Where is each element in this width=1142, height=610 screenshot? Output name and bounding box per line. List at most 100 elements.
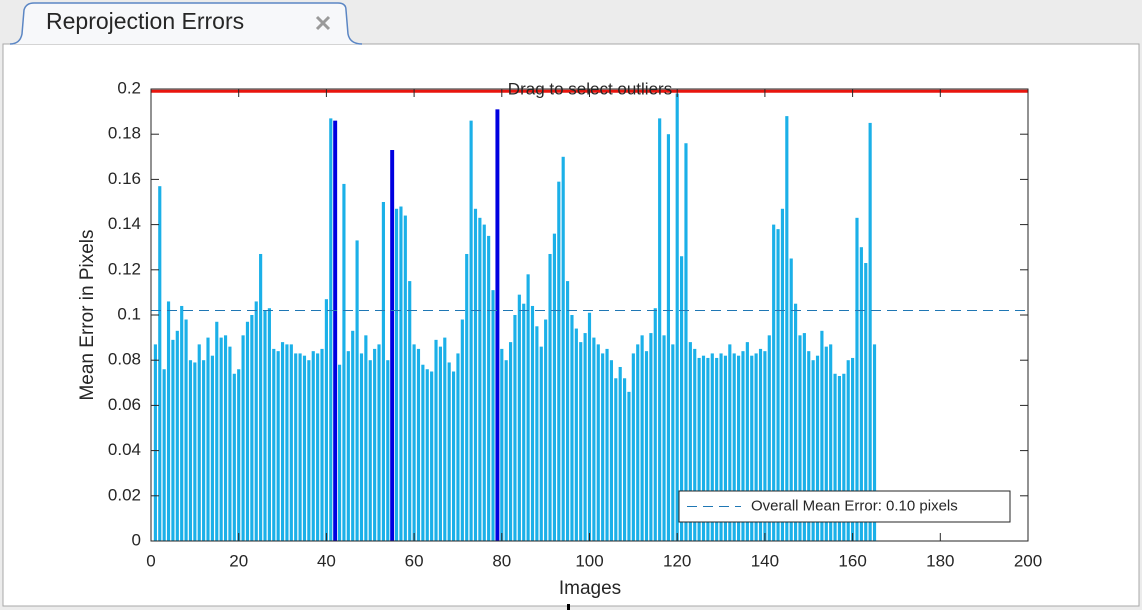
bar <box>872 344 877 541</box>
bar <box>609 360 614 541</box>
bar <box>671 344 675 541</box>
close-icon[interactable] <box>315 15 331 31</box>
bar <box>202 360 206 541</box>
bar <box>478 217 482 541</box>
bar <box>662 335 666 541</box>
bar <box>487 235 491 541</box>
bar <box>430 371 434 541</box>
bar <box>710 353 714 541</box>
bar <box>460 319 464 541</box>
bar <box>530 305 535 541</box>
bar <box>614 378 618 541</box>
bar <box>723 355 728 541</box>
bar <box>653 308 657 541</box>
bar <box>289 344 293 541</box>
bar <box>772 224 776 541</box>
bar <box>688 342 692 541</box>
bar <box>601 353 605 541</box>
bar <box>184 319 188 541</box>
bar <box>675 93 679 542</box>
y-tick-label: 0.06 <box>108 395 141 414</box>
bar <box>359 353 364 541</box>
bar <box>513 315 517 541</box>
bar <box>820 330 824 541</box>
bar <box>228 346 232 541</box>
bar <box>329 118 333 541</box>
tab[interactable] <box>9 2 363 45</box>
y-tick-label: 0.12 <box>108 259 141 278</box>
bar <box>364 335 368 541</box>
bar <box>565 281 570 541</box>
bar <box>193 362 197 541</box>
bar <box>587 312 592 541</box>
bar <box>785 116 789 542</box>
bar <box>780 208 785 541</box>
bar <box>276 351 280 541</box>
bar <box>180 305 184 541</box>
bar <box>842 373 846 541</box>
annotation: Drag to select outliers <box>508 79 672 98</box>
bar <box>732 353 736 541</box>
bar <box>680 256 684 541</box>
bar <box>548 253 552 542</box>
bar <box>627 391 631 541</box>
bar <box>451 371 456 541</box>
bar <box>215 321 219 541</box>
bar <box>416 348 421 541</box>
bar <box>241 335 245 541</box>
bar <box>649 333 653 541</box>
bar <box>171 339 175 541</box>
bar <box>574 328 578 541</box>
bar <box>386 360 390 541</box>
x-tick-label: 100 <box>575 551 603 570</box>
y-tick-label: 0.14 <box>108 214 141 233</box>
bar <box>438 346 442 541</box>
y-tick-label: 0.1 <box>117 304 141 323</box>
bar <box>644 351 649 541</box>
bar <box>324 299 328 541</box>
bar <box>456 353 460 541</box>
bar <box>491 290 495 541</box>
bar <box>272 348 276 541</box>
bar <box>394 208 399 541</box>
bar <box>864 263 868 541</box>
bar <box>701 355 706 541</box>
x-axis-label: Images <box>559 578 621 599</box>
bar <box>504 360 508 541</box>
bar <box>166 301 171 541</box>
bar <box>346 351 350 541</box>
bar <box>373 348 377 541</box>
bar <box>333 120 338 541</box>
bar <box>390 150 395 541</box>
x-tick-label: 180 <box>926 551 954 570</box>
bar <box>666 134 671 541</box>
bar <box>237 369 241 541</box>
bar <box>381 202 385 541</box>
bar <box>763 351 767 541</box>
bar <box>728 344 732 541</box>
bar <box>754 353 758 541</box>
bar <box>561 156 565 542</box>
y-tick-label: 0.2 <box>117 78 141 97</box>
bar <box>197 344 201 541</box>
bar <box>267 308 271 541</box>
bar <box>855 217 859 541</box>
bar <box>412 344 416 541</box>
bar <box>522 303 526 541</box>
bar <box>570 315 574 541</box>
x-tick-label: 60 <box>405 551 424 570</box>
bar <box>636 344 640 541</box>
bar <box>693 348 697 541</box>
bar <box>188 360 193 541</box>
y-tick-label: 0.16 <box>108 169 141 188</box>
bar <box>811 360 815 541</box>
bar <box>495 109 500 541</box>
bar <box>583 333 587 541</box>
bar <box>285 344 289 541</box>
bar <box>153 344 157 541</box>
bar <box>741 351 745 541</box>
bar <box>320 348 324 541</box>
bar <box>706 357 710 541</box>
bar <box>544 319 548 541</box>
